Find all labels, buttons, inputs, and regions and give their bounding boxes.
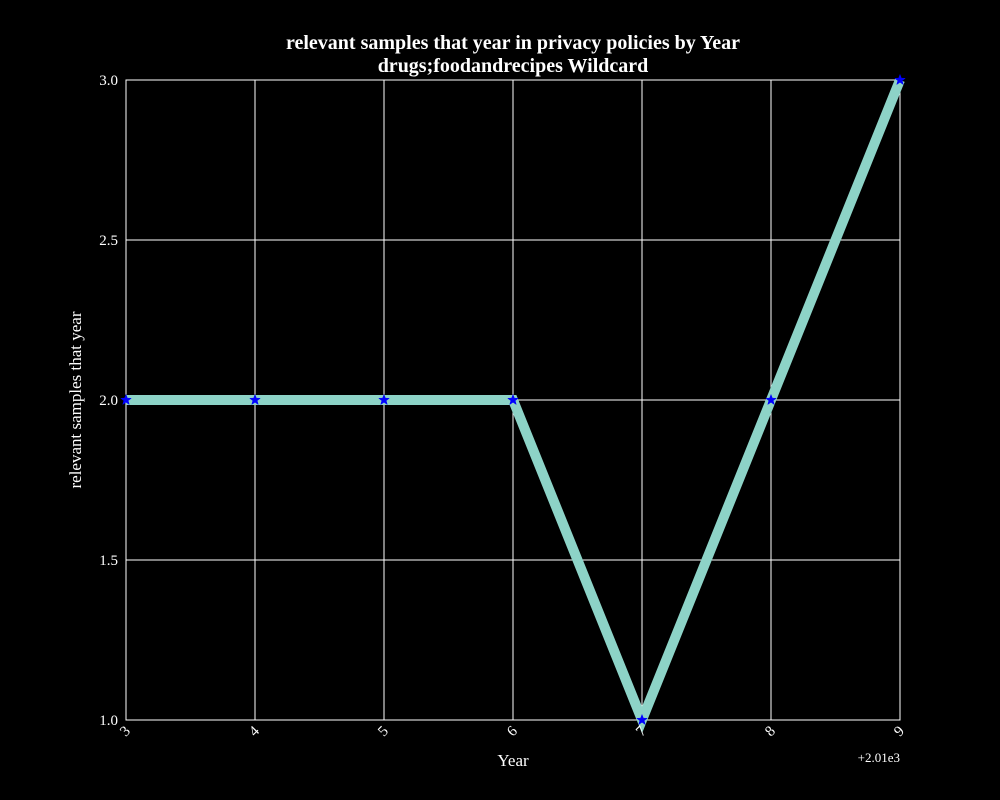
data-point-marker bbox=[894, 73, 906, 86]
y-tick-label: 2.0 bbox=[99, 393, 118, 409]
chart-subtitle: drugs;foodandrecipes Wildcard bbox=[378, 55, 649, 77]
y-tick-label: 3.0 bbox=[99, 73, 118, 89]
x-tick-label: 4 bbox=[246, 723, 263, 740]
y-tick-label: 1.0 bbox=[99, 713, 118, 729]
x-tick-label: 3 bbox=[117, 723, 134, 740]
y-tick-label: 2.5 bbox=[99, 233, 118, 249]
x-tick-label: 5 bbox=[375, 723, 392, 740]
x-axis-offset-label: +2.01e3 bbox=[858, 750, 900, 765]
tick-layer: 3 4 5 6 7 8 91.01.52.02.53.0 bbox=[99, 73, 908, 740]
data-point-marker bbox=[120, 393, 132, 406]
y-tick-label: 1.5 bbox=[99, 553, 118, 569]
data-point-marker bbox=[378, 393, 390, 406]
data-point-marker bbox=[249, 393, 261, 406]
data-point-marker bbox=[636, 713, 648, 726]
x-tick-label: 9 bbox=[891, 723, 908, 740]
series-layer bbox=[120, 73, 906, 734]
y-axis-label: relevant samples that year bbox=[66, 311, 85, 488]
x-tick-label: 8 bbox=[762, 723, 779, 740]
data-point-marker bbox=[765, 393, 777, 406]
x-tick-label: 6 bbox=[504, 723, 521, 740]
data-point-marker bbox=[507, 393, 519, 406]
chart-title: relevant samples that year in privacy po… bbox=[286, 32, 740, 54]
x-axis-label: Year bbox=[497, 751, 529, 770]
